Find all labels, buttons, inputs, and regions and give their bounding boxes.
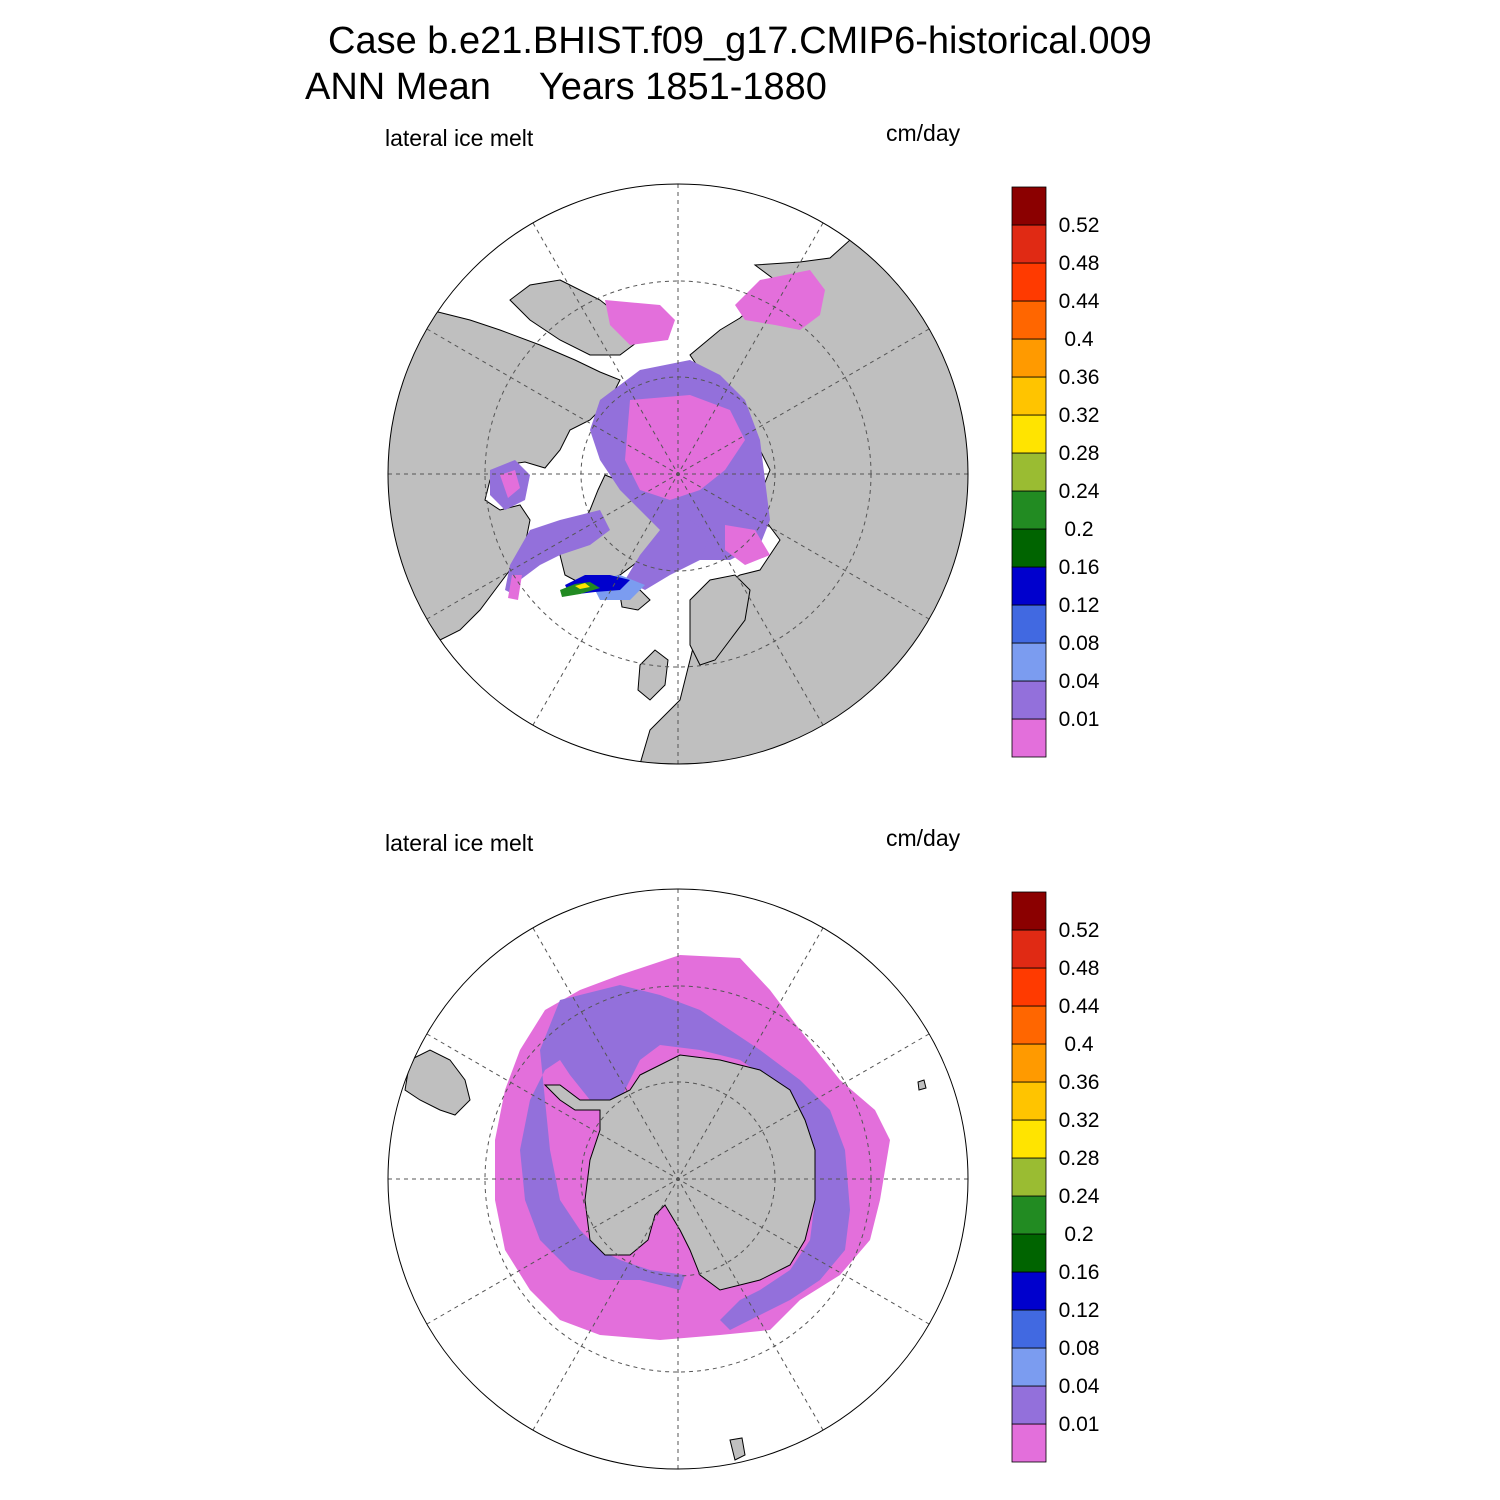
north-colorbar-swatch: [1011, 718, 1047, 758]
north-ice-melt-bering: [605, 300, 675, 345]
north-colorbar-swatch: [1011, 452, 1047, 492]
north-colorbar-tick-label: 0.01: [1059, 708, 1100, 731]
figure-title-case: Case b.e21.BHIST.f09_g17.CMIP6-historica…: [328, 20, 1152, 62]
south-colorbar-tick-label: 0.04: [1059, 1375, 1100, 1398]
north-colorbar-tick-label: 0.04: [1059, 670, 1100, 693]
north-ice-melt-hudson-inner: [500, 470, 520, 498]
north-colorbar-swatch: [1011, 566, 1047, 606]
north-land-scandinavia: [689, 574, 751, 666]
south-ice-melt-inner-band: [520, 985, 850, 1330]
south-colorbar-swatch: [1011, 1347, 1047, 1387]
north-ice-melt-baffin: [505, 510, 610, 595]
north-colorbar-tick-label: 0.24: [1059, 480, 1100, 503]
south-colorbar-swatch: [1011, 1309, 1047, 1349]
north-map-border: [387, 183, 969, 765]
north-colorbar-tick-label: 0.32: [1059, 404, 1100, 427]
season-label: ANN Mean: [305, 66, 491, 108]
north-colorbar-swatch: [1011, 376, 1047, 416]
south-colorbar-tick-label: 0.4: [1064, 1033, 1094, 1056]
south-colorbar-swatch: [1011, 967, 1047, 1007]
south-colorbar-swatch: [1011, 1157, 1047, 1197]
south-colorbar-swatch: [1011, 1271, 1047, 1311]
north-colorbar-tick-label: 0.28: [1059, 442, 1100, 465]
north-colorbar-tick-label: 0.44: [1059, 290, 1100, 313]
south-colorbar-swatch: [1011, 891, 1047, 931]
north-colorbar-tick-label: 0.48: [1059, 252, 1100, 275]
north-colorbar-tick-label: 0.52: [1059, 214, 1100, 237]
north-land-british-isles: [637, 649, 669, 701]
south-colorbar-swatch: [1011, 1423, 1047, 1463]
north-colorbar-tick-label: 0.16: [1059, 556, 1100, 579]
south-graticule: [388, 889, 968, 1469]
north-colorbar-swatch: [1011, 262, 1047, 302]
south-map-border: [387, 888, 969, 1470]
south-colorbar-swatch: [1011, 1385, 1047, 1425]
south-colorbar-swatch: [1011, 1005, 1047, 1045]
north-ice-melt-okhotsk: [735, 270, 825, 330]
south-variable-label: lateral ice melt: [385, 830, 534, 856]
south-colorbar-tick-label: 0.44: [1059, 995, 1100, 1018]
north-ice-melt-barents-pink: [725, 525, 770, 565]
south-land-south-america: [404, 1049, 471, 1116]
north-graticule: [388, 184, 968, 764]
north-colorbar-swatch: [1011, 300, 1047, 340]
north-units-label: cm/day: [886, 120, 961, 146]
south-colorbar-tick-label: 0.48: [1059, 957, 1100, 980]
north-ice-melt-edge-yellow: [575, 583, 590, 589]
south-colorbar-swatch: [1011, 929, 1047, 969]
south-colorbar-tick-label: 0.32: [1059, 1109, 1100, 1132]
north-colorbar-swatch: [1011, 528, 1047, 568]
north-colorbar-swatch: [1011, 490, 1047, 530]
south-colorbar-tick-label: 0.36: [1059, 1071, 1100, 1094]
south-colorbar-swatch: [1011, 1081, 1047, 1121]
north-colorbar-swatch: [1011, 604, 1047, 644]
north-colorbar-tick-label: 0.36: [1059, 366, 1100, 389]
south-land-new-zealand-tip: [729, 1437, 746, 1461]
years-label: Years 1851-1880: [538, 66, 827, 108]
south-colorbar-tick-label: 0.52: [1059, 919, 1100, 942]
north-ice-melt-edge-green: [560, 582, 600, 597]
figure-title-period: ANN Mean Years 1851-1880: [305, 66, 827, 109]
north-colorbar-tick-label: 0.12: [1059, 594, 1100, 617]
north-ice-melt-labrador: [508, 575, 522, 600]
north-colorbar-swatch: [1011, 642, 1047, 682]
south-colorbar-tick-label: 0.08: [1059, 1337, 1100, 1360]
north-colorbar-swatch: [1011, 224, 1047, 264]
south-colorbar-tick-label: 0.2: [1064, 1223, 1093, 1246]
south-units-label: cm/day: [886, 825, 961, 851]
south-land-antarctica: [543, 1054, 816, 1291]
south-colorbar-tick-label: 0.01: [1059, 1413, 1100, 1436]
north-variable-label: lateral ice melt: [385, 125, 534, 151]
south-colorbar-tick-label: 0.24: [1059, 1185, 1100, 1208]
south-colorbar: 0.01 0.04 0.08 0.12 0.16 0.2 0.24 0.28 0.32 0.36 0…: [1011, 891, 1100, 1463]
north-colorbar-tick-label: 0.08: [1059, 632, 1100, 655]
north-colorbar-tick-label: 0.2: [1064, 518, 1093, 541]
south-colorbar-swatch: [1011, 1195, 1047, 1235]
south-colorbar-swatch: [1011, 1119, 1047, 1159]
south-colorbar-swatch: [1011, 1043, 1047, 1083]
south-land-kerguelen: [917, 1079, 927, 1091]
north-colorbar-swatch: [1011, 680, 1047, 720]
south-colorbar-tick-label: 0.28: [1059, 1147, 1100, 1170]
north-colorbar-swatch: [1011, 186, 1047, 226]
south-colorbar-swatch: [1011, 1233, 1047, 1273]
north-colorbar-tick-label: 0.4: [1064, 328, 1094, 351]
south-colorbar-tick-label: 0.16: [1059, 1261, 1100, 1284]
south-colorbar-tick-label: 0.12: [1059, 1299, 1100, 1322]
north-ice-melt-greenland-sea: [625, 520, 710, 590]
north-colorbar-swatch: [1011, 338, 1047, 378]
north-colorbar-swatch: [1011, 414, 1047, 454]
north-colorbar: 0.01 0.04 0.08 0.12 0.16 0.2 0.24 0.28 0.32 0.36 0…: [1011, 186, 1100, 758]
